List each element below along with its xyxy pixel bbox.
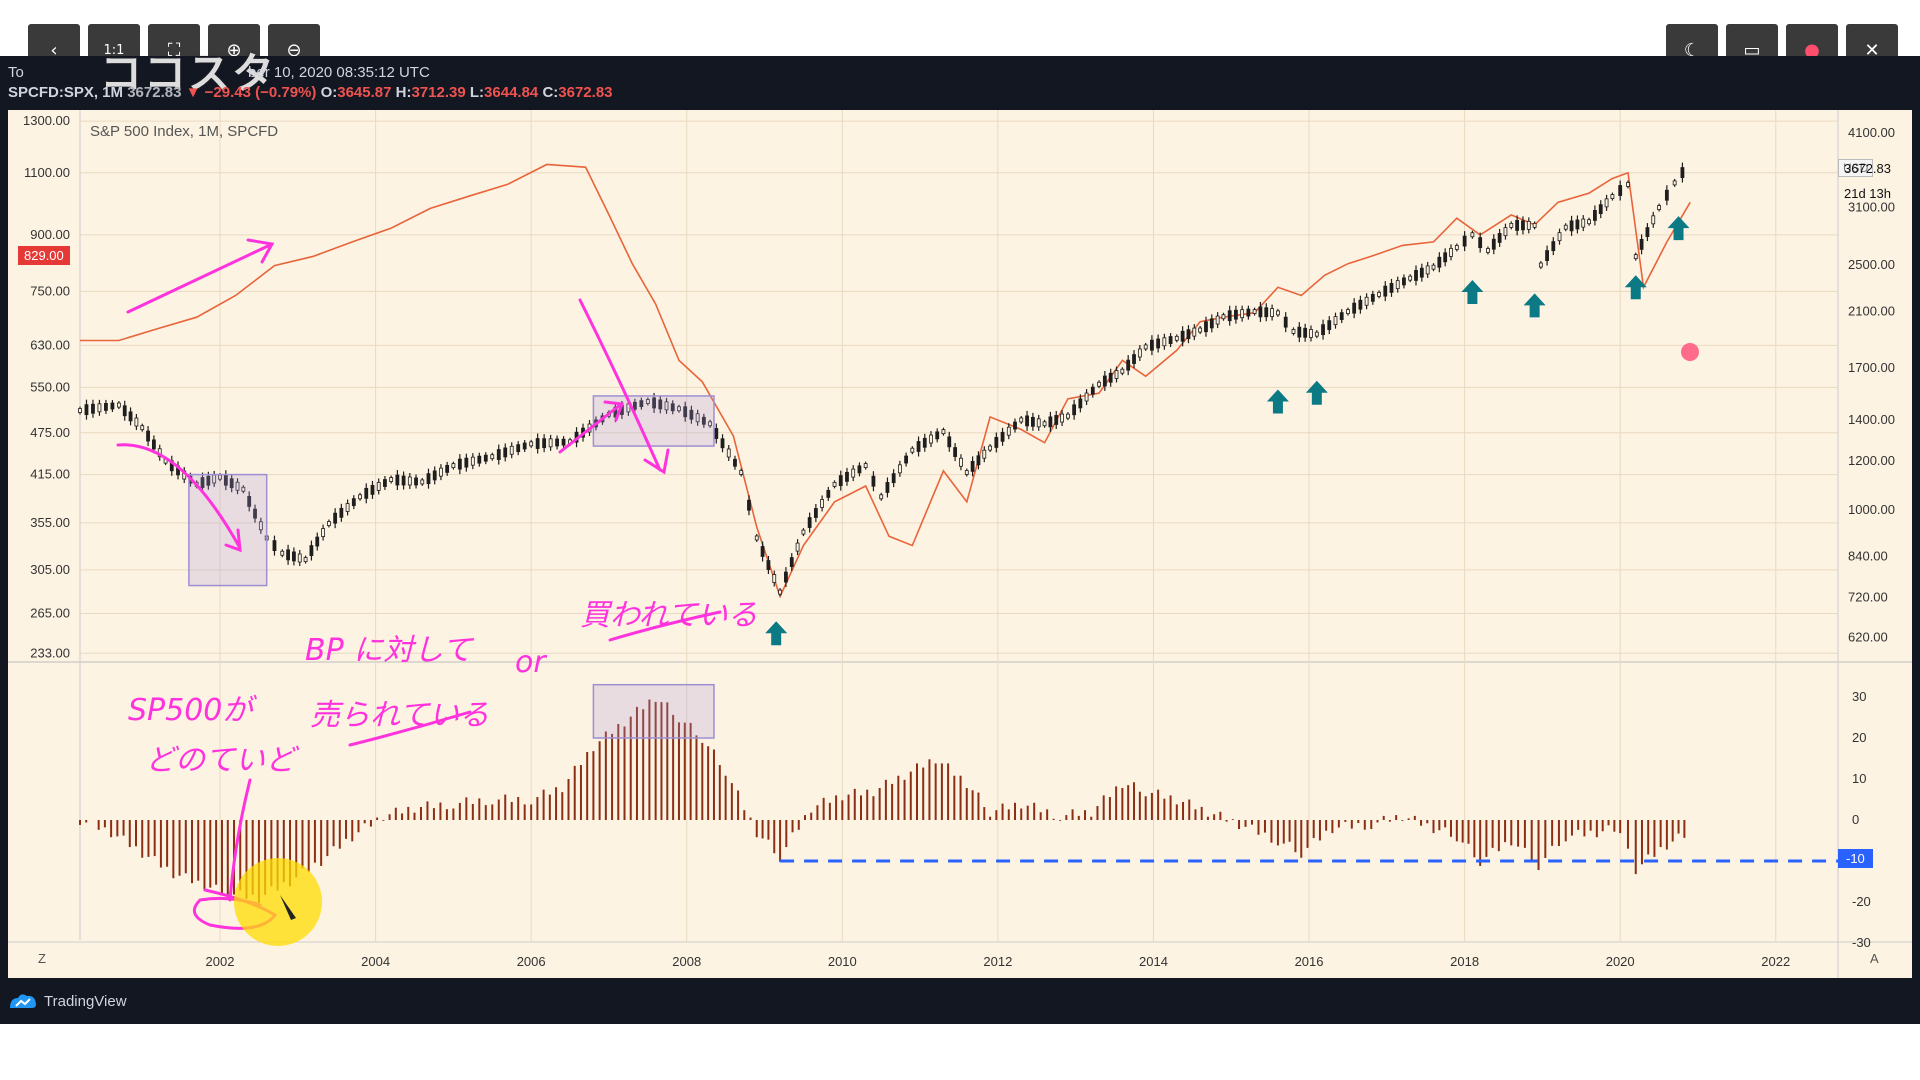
tradingview-logo-icon bbox=[10, 994, 36, 1008]
currency-badge[interactable]: USD bbox=[1838, 159, 1874, 177]
low-value: 3644.84 bbox=[484, 84, 539, 101]
down-triangle-icon: ▼ bbox=[185, 84, 201, 101]
high-label: H: bbox=[395, 84, 412, 101]
symbol-label[interactable]: SPCFD:SPX, 1M bbox=[8, 84, 124, 101]
open-label: O: bbox=[320, 84, 338, 101]
zoom-out-icon: ⊖ bbox=[286, 39, 302, 61]
low-label: L: bbox=[469, 84, 485, 101]
bottom-bar: TradingView bbox=[0, 980, 1920, 1024]
record-icon: ● bbox=[1804, 39, 1820, 61]
header-ohlc: SPCFD:SPX, 1M 3672.83 ▼ −29.43 (−0.79%) … bbox=[8, 84, 613, 101]
chart-header: To ber 10, 2020 08:35:12 UTC SPCFD:SPX, … bbox=[6, 58, 1906, 104]
viewer-toolbar: ‹ 1:1 ⛶ ⊕ ⊖ ☾ ▭ ● ✕ bbox=[0, 0, 1920, 76]
zoom-in-icon: ⊕ bbox=[226, 39, 242, 61]
actual-size-label: 1:1 bbox=[103, 42, 125, 58]
open-value: 3645.87 bbox=[337, 84, 392, 101]
header-prefix: To bbox=[8, 64, 24, 81]
fit-icon: ⛶ bbox=[167, 39, 181, 61]
header-line-1: To ber 10, 2020 08:35:12 UTC bbox=[8, 64, 430, 81]
z-button[interactable]: Z bbox=[38, 951, 46, 966]
back-icon: ‹ bbox=[50, 39, 58, 61]
watermark: ココスタ bbox=[100, 49, 277, 98]
header-datetime: ber 10, 2020 08:35:12 UTC bbox=[248, 64, 430, 81]
right-last-price: 3672.83 bbox=[1844, 161, 1891, 176]
high-value: 3712.39 bbox=[411, 84, 466, 101]
last-price: 3672.83 bbox=[127, 84, 182, 101]
left-price-marker: 829.00 bbox=[18, 246, 70, 265]
bar-countdown: 21d 13h bbox=[1844, 186, 1891, 201]
price-change: −29.43 (−0.79%) bbox=[204, 84, 317, 101]
tradingview-label: TradingView bbox=[44, 992, 127, 1010]
chart-title: S&P 500 Index, 1M, SPCFD bbox=[90, 123, 279, 140]
moon-icon: ☾ bbox=[1683, 39, 1701, 61]
close-icon: ✕ bbox=[1864, 39, 1880, 61]
monitor-icon: ▭ bbox=[1743, 39, 1761, 61]
close-value: 3672.83 bbox=[558, 84, 613, 101]
auto-scale-button[interactable]: A bbox=[1870, 951, 1879, 966]
chart-area[interactable] bbox=[8, 110, 1912, 978]
tradingview-brand[interactable]: TradingView bbox=[8, 992, 127, 1010]
lower-axis-marker: -10 bbox=[1838, 849, 1873, 868]
close-label: C: bbox=[542, 84, 559, 101]
